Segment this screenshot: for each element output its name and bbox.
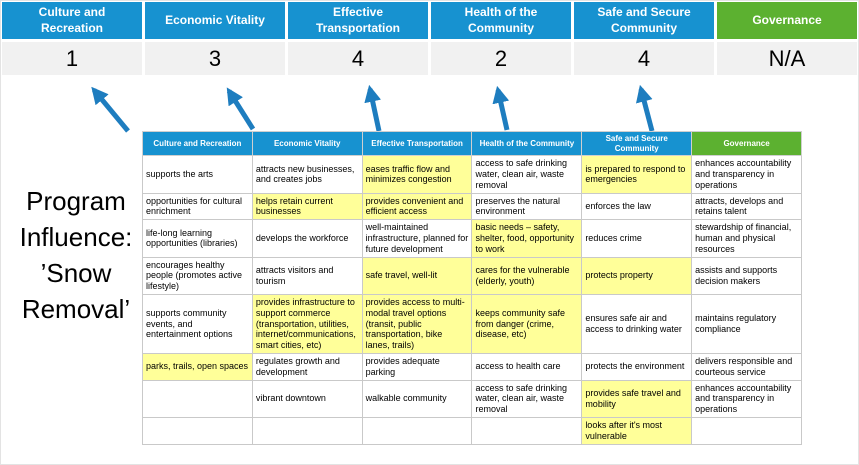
score-culture-recreation: 1 [2, 42, 142, 75]
table-row: encourages healthy people (promotes acti… [142, 256, 802, 295]
influence-table-head: Culture and Recreation Economic Vitality E… [142, 130, 802, 157]
table-cell: protects property [581, 256, 693, 295]
table-header-row: Culture and Recreation Economic Vitality E… [142, 130, 802, 157]
table-cell: delivers responsible and courteous servi… [691, 352, 802, 381]
table-cell: cares for the vulnerable (elderly, youth… [471, 256, 583, 295]
table-cell: attracts new businesses, and creates job… [251, 155, 363, 194]
table-cell: eases traffic flow and minimizes congest… [361, 155, 473, 194]
table-cell: access to health care [471, 352, 583, 381]
table-cell: provides access to multi-modal travel op… [361, 293, 473, 354]
table-column-header: Culture and Recreation [142, 130, 253, 157]
table-cell [691, 416, 802, 445]
table-row: life-long learning opportunities (librar… [142, 219, 802, 258]
category-box-economic-vitality: Economic Vitality [145, 2, 285, 39]
influence-table: Culture and Recreation Economic Vitality E… [142, 130, 802, 445]
table-cell: vibrant downtown [251, 379, 363, 418]
table-cell: enforces the law [581, 192, 693, 221]
table-column-header: Effective Transportation [361, 130, 473, 157]
table-cell: helps retain current businesses [251, 192, 363, 221]
table-cell: access to safe drinking water, clean air… [471, 379, 583, 418]
table-cell: opportunities for cultural enrichment [142, 192, 253, 221]
table-cell [361, 416, 473, 445]
up-arrow-icon [492, 85, 510, 131]
page-title: Program Influence: ’Snow Removal’ [19, 186, 133, 324]
score-economic-vitality: 3 [145, 42, 285, 75]
table-cell: looks after it's most vulnerable [581, 416, 693, 445]
table-column-header: Safe and Secure Community [581, 130, 693, 157]
score-safe-secure-community: 4 [574, 42, 714, 75]
score-effective-transportation: 4 [288, 42, 428, 75]
category-header-row: Culture and Recreation Economic Vitality… [2, 2, 857, 39]
table-cell: attracts visitors and tourism [251, 256, 363, 295]
table-cell: safe travel, well-lit [361, 256, 473, 295]
table-row: supports community events, and entertain… [142, 293, 802, 354]
score-health-community: 2 [431, 42, 571, 75]
table-column-header: Health of the Community [471, 130, 583, 157]
table-row: parks, trails, open spaces regulates grow… [142, 352, 802, 381]
table-cell: provides infrastructure to support comme… [251, 293, 363, 354]
table-cell [251, 416, 363, 445]
table-cell: access to safe drinking water, clean air… [471, 155, 583, 194]
table-cell: parks, trails, open spaces [142, 352, 253, 381]
arrows-layer [91, 84, 655, 133]
table-cell: supports community events, and entertain… [142, 293, 253, 354]
table-cell: life-long learning opportunities (librar… [142, 219, 253, 258]
table-cell [142, 379, 253, 418]
table-cell: encourages healthy people (promotes acti… [142, 256, 253, 295]
table-cell: enhances accountability and transparency… [691, 379, 802, 418]
table-cell: assists and supports decision makers [691, 256, 802, 295]
table-cell [471, 416, 583, 445]
table-cell: keeps community safe from danger (crime,… [471, 293, 583, 354]
influence-table-body: supports the arts attracts new businesses… [142, 155, 802, 445]
category-box-governance: Governance [717, 2, 857, 39]
category-box-culture-recreation: Culture and Recreation [2, 2, 142, 39]
category-box-health-community: Health of the Community [431, 2, 571, 39]
table-row: opportunities for cultural enrichment hel… [142, 192, 802, 221]
table-cell: stewardship of financial, human and phys… [691, 219, 802, 258]
table-cell: provides convenient and efficient access [361, 192, 473, 221]
table-cell [142, 416, 253, 445]
score-row: 1 3 4 2 4 N/A [2, 42, 857, 75]
table-cell: supports the arts [142, 155, 253, 194]
table-cell: reduces crime [581, 219, 693, 258]
table-row: vibrant downtown walkable community access… [142, 379, 802, 418]
table-cell: well-maintained infrastructure, planned … [361, 219, 473, 258]
table-cell: ensures safe air and access to drinking … [581, 293, 693, 354]
table-cell: enhances accountability and transparency… [691, 155, 802, 194]
table-cell: provides safe travel and mobility [581, 379, 693, 418]
table-cell: protects the environment [581, 352, 693, 381]
up-arrow-icon [364, 84, 382, 132]
category-box-safe-secure-community: Safe and Secure Community [574, 2, 714, 39]
table-cell: regulates growth and development [251, 352, 363, 381]
up-arrow-icon [636, 84, 655, 132]
table-cell: preserves the natural environment [471, 192, 583, 221]
table-column-header: Governance [691, 130, 802, 157]
category-box-effective-transportation: Effective Transportation [288, 2, 428, 39]
table-column-header: Economic Vitality [251, 130, 363, 157]
table-cell: attracts, develops and retains talent [691, 192, 802, 221]
score-governance: N/A [717, 42, 857, 75]
up-arrow-icon [91, 86, 130, 133]
table-cell: basic needs – safety, shelter, food, opp… [471, 219, 583, 258]
table-cell: provides adequate parking [361, 352, 473, 381]
table-cell: maintains regulatory compliance [691, 293, 802, 354]
table-row: looks after it's most vulnerable [142, 416, 802, 445]
up-arrow-icon [226, 87, 256, 131]
table-cell: develops the workforce [251, 219, 363, 258]
table-row: supports the arts attracts new businesses… [142, 155, 802, 194]
table-cell: walkable community [361, 379, 473, 418]
table-cell: is prepared to respond to emergencies [581, 155, 693, 194]
